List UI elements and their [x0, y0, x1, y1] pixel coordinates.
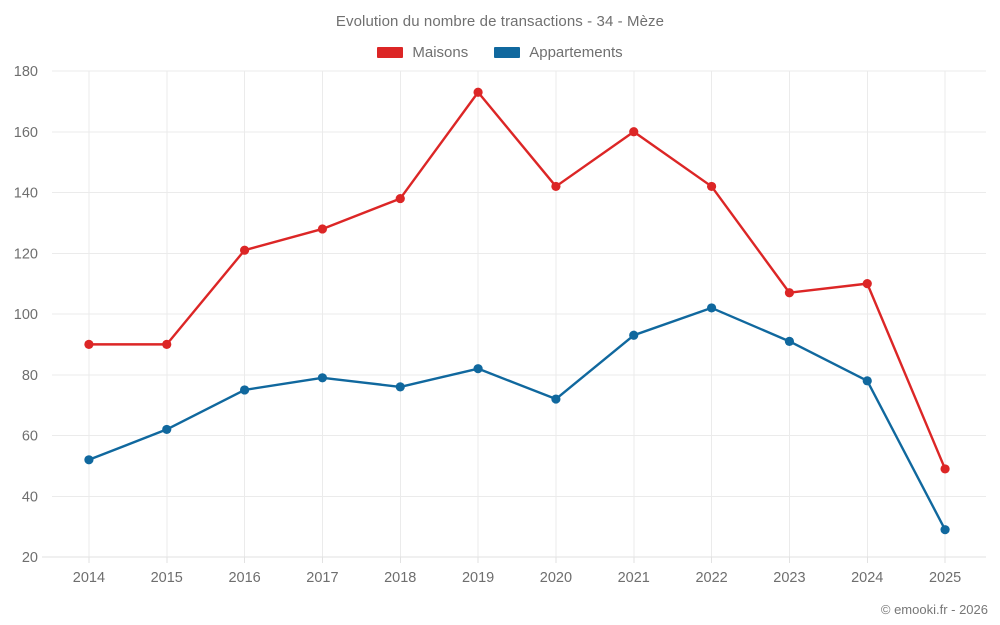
y-tick-label: 160 [14, 125, 38, 141]
x-tick-label: 2023 [773, 570, 805, 586]
y-tick-label: 100 [14, 307, 38, 323]
y-tick-label: 140 [14, 186, 38, 202]
x-tick-label: 2014 [73, 570, 105, 586]
data-point[interactable] [162, 424, 172, 435]
chart-title: Evolution du nombre de transactions - 34… [335, 13, 665, 30]
y-tick-label: 180 [14, 64, 38, 80]
data-point[interactable] [940, 464, 950, 474]
y-tick-label: 40 [22, 489, 38, 505]
legend-label-maisons: Maisons [412, 44, 469, 61]
legend-item-maisons[interactable]: Maisons [377, 44, 468, 61]
axis-layer [42, 556, 986, 563]
data-point[interactable] [395, 382, 405, 392]
data-point[interactable] [784, 336, 795, 346]
data-point[interactable] [239, 385, 250, 395]
x-tick-label: 2022 [695, 570, 727, 586]
data-point[interactable] [84, 455, 94, 465]
data-point[interactable] [940, 525, 950, 535]
x-axis-tick-labels: 2014 2015 2016 2017 2018 2019 2020 2021 2022 2023… [73, 570, 961, 586]
legend-item-appartements[interactable]: Appartements [494, 44, 623, 61]
chart-legend: Maisons Appartements [0, 44, 1000, 61]
data-point[interactable] [473, 87, 483, 97]
x-tick-label: 2018 [384, 570, 416, 586]
x-tick-label: 2016 [228, 570, 260, 586]
series-line-appartements [87, 306, 947, 531]
data-point[interactable] [862, 376, 872, 386]
y-axis-tick-labels: 20 40 60 80 100 120 140 160 180 [14, 64, 38, 566]
x-tick-label: 2019 [462, 570, 494, 586]
data-point[interactable] [162, 339, 172, 349]
x-tick-label: 2015 [151, 570, 183, 586]
x-tick-label: 2021 [618, 570, 650, 586]
series-layer [84, 87, 950, 535]
legend-label-appartements: Appartements [529, 44, 623, 61]
x-tick-label: 2017 [306, 570, 338, 586]
data-point[interactable] [551, 394, 561, 404]
y-tick-label: 120 [14, 246, 38, 262]
legend-swatch-appartements [494, 47, 521, 58]
y-tick-label: 20 [22, 550, 38, 566]
data-point[interactable] [551, 181, 561, 192]
grid-layer [52, 70, 986, 558]
data-point[interactable] [317, 224, 328, 234]
data-point[interactable] [395, 193, 405, 204]
x-tick-label: 2020 [540, 570, 572, 586]
data-point[interactable] [84, 339, 94, 349]
data-point[interactable] [317, 373, 328, 383]
data-point[interactable] [629, 330, 639, 340]
legend-swatch-maisons [377, 47, 404, 58]
data-point[interactable] [473, 364, 483, 374]
data-point[interactable] [706, 303, 717, 313]
chart-credit: © emooki.fr - 2026 [880, 602, 988, 617]
data-point[interactable] [706, 181, 717, 192]
data-point[interactable] [862, 279, 872, 289]
y-tick-label: 60 [22, 429, 38, 445]
x-tick-label: 2025 [929, 570, 961, 586]
series-line-maisons [87, 91, 947, 471]
y-tick-label: 80 [22, 368, 38, 384]
data-point[interactable] [629, 127, 639, 137]
data-point[interactable] [239, 245, 250, 255]
data-point[interactable] [784, 288, 795, 298]
x-tick-label: 2024 [851, 570, 883, 586]
